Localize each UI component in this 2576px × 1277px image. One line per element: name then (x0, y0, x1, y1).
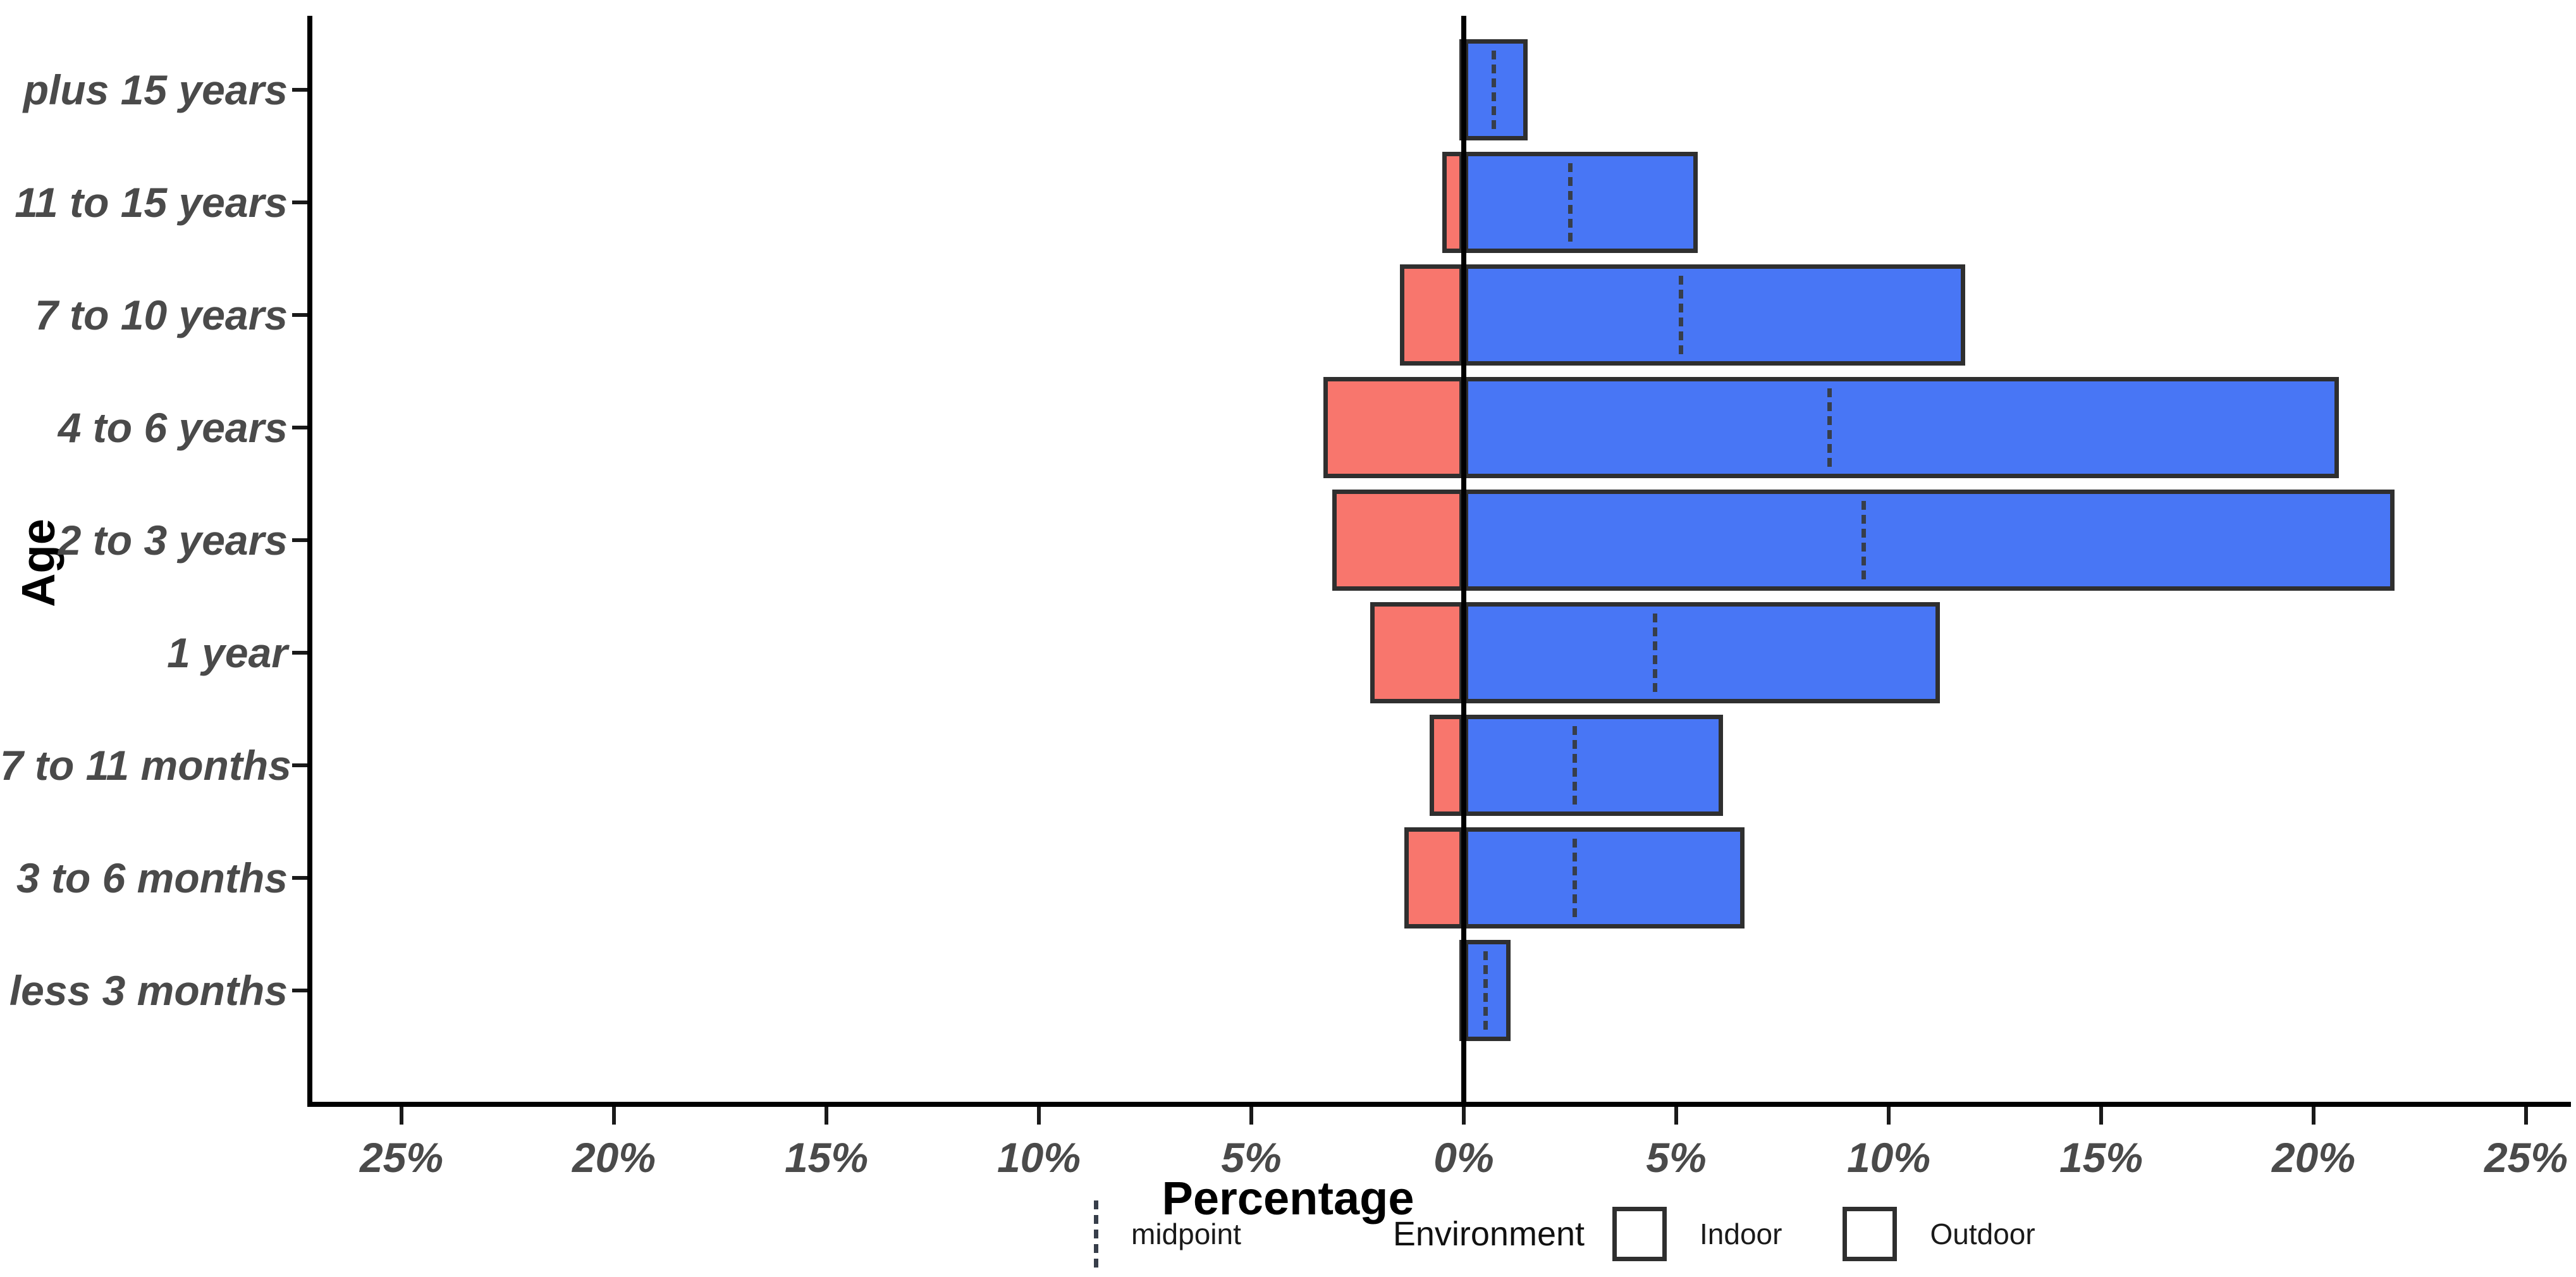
outdoor-bar (1464, 152, 1698, 253)
y-axis-label: 7 to 10 years (35, 292, 288, 338)
y-tick (292, 989, 307, 992)
x-tick (825, 1107, 828, 1125)
x-axis-title: Percentage (1162, 1172, 1414, 1225)
y-tick (292, 200, 307, 204)
legend-title: Environment (1392, 1215, 1585, 1253)
indoor-bar (1442, 152, 1464, 253)
midpoint-marker (1483, 951, 1488, 1030)
y-tick (292, 876, 307, 880)
y-axis-label: 1 year (167, 629, 288, 676)
outdoor-bar (1464, 715, 1723, 816)
y-tick (292, 763, 307, 767)
indoor-bar (1323, 377, 1464, 478)
x-tick (1462, 1107, 1466, 1125)
x-tick-label: 5% (1646, 1134, 1707, 1181)
y-axis-line (307, 16, 312, 1107)
y-axis-label: plus 15 years (23, 66, 288, 113)
x-tick (1037, 1107, 1041, 1125)
x-tick (2312, 1107, 2315, 1125)
x-tick-label: 0% (1433, 1134, 1494, 1181)
y-tick (292, 88, 307, 92)
indoor-bar (1400, 264, 1464, 366)
x-tick (2099, 1107, 2103, 1125)
y-axis-label: 3 to 6 months (16, 854, 288, 901)
indoor-bar (1370, 602, 1464, 703)
x-tick (1887, 1107, 1891, 1125)
y-axis-label: 7 to 11 months (0, 742, 291, 789)
x-tick-label: 15% (2059, 1134, 2144, 1181)
indoor-bar (1430, 715, 1464, 816)
y-axis-label: 4 to 6 years (58, 404, 288, 451)
midpoint-legend-icon (1094, 1200, 1098, 1268)
midpoint-marker (1827, 388, 1832, 467)
outdoor-bar (1464, 264, 1965, 366)
x-tick-label: 10% (997, 1134, 1081, 1181)
zero-line (1461, 16, 1466, 1102)
midpoint-marker (1492, 51, 1497, 129)
legend: midpoint Environment Indoor Outdoor (1094, 1193, 2035, 1275)
x-tick-label: 25% (2484, 1134, 2568, 1181)
indoor-bar (1404, 827, 1464, 928)
outdoor-bar (1464, 490, 2395, 591)
x-tick (612, 1107, 616, 1125)
y-tick (292, 426, 307, 429)
y-axis-label: 11 to 15 years (15, 179, 288, 226)
x-tick-label: 5% (1221, 1134, 1282, 1181)
x-tick-label: 20% (2271, 1134, 2356, 1181)
midpoint-marker (1572, 726, 1577, 805)
outdoor-bar (1464, 827, 1745, 928)
midpoint-marker (1568, 163, 1573, 242)
x-tick-label: 25% (359, 1134, 444, 1181)
midpoint-legend-label: midpoint (1131, 1218, 1241, 1250)
outdoor-bar (1464, 377, 2340, 478)
outdoor-swatch (1843, 1207, 1898, 1261)
midpoint-marker (1653, 614, 1658, 692)
x-tick-label: 20% (572, 1134, 656, 1181)
x-tick-label: 10% (1846, 1134, 1931, 1181)
x-tick (2524, 1107, 2528, 1125)
y-tick (292, 538, 307, 542)
y-tick (292, 313, 307, 317)
midpoint-marker (1861, 501, 1866, 579)
midpoint-marker (1572, 839, 1577, 917)
y-tick (292, 651, 307, 655)
x-tick (1674, 1107, 1678, 1125)
x-axis-line (307, 1102, 2571, 1107)
x-tick (1249, 1107, 1253, 1125)
indoor-bar (1332, 490, 1464, 591)
y-axis-label: 2 to 3 years (58, 517, 288, 564)
x-tick-label: 15% (784, 1134, 869, 1181)
midpoint-marker (1678, 276, 1683, 354)
indoor-legend-label: Indoor (1700, 1218, 1782, 1250)
outdoor-bar (1464, 602, 1940, 703)
outdoor-legend-label: Outdoor (1930, 1218, 2035, 1250)
x-tick (400, 1107, 403, 1125)
y-axis-label: less 3 months (9, 967, 288, 1014)
indoor-swatch (1612, 1207, 1667, 1261)
